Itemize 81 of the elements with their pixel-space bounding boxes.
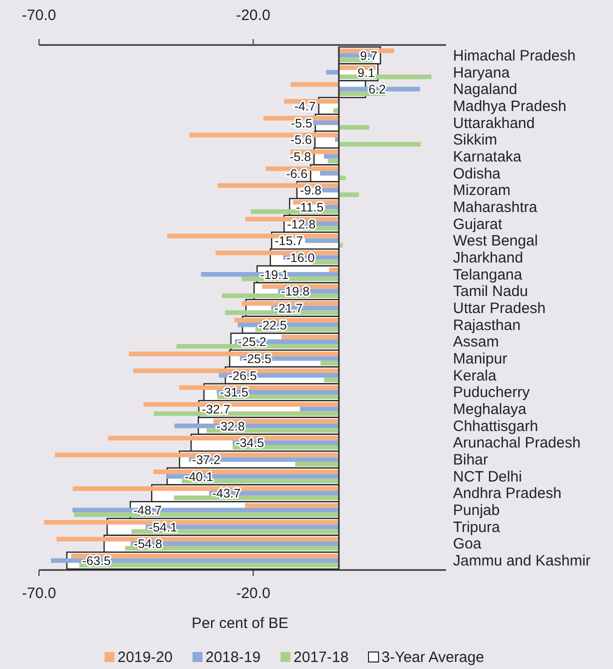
y-tick-label: Assam [453, 334, 499, 351]
legend-label: 3-Year Average [382, 649, 484, 666]
data-label: -5.6 [290, 133, 312, 148]
bar [324, 154, 339, 159]
data-label: 9.1 [357, 66, 375, 80]
bar [324, 378, 339, 382]
bar [325, 204, 339, 210]
y-tick-label: Sikkim [453, 132, 498, 149]
y-tick-label: Punjab [453, 502, 500, 520]
y-tick-label: Kerala [453, 367, 498, 384]
bar [313, 120, 339, 126]
bar [295, 462, 339, 466]
y-tick-label: Chhattisgarh [453, 418, 538, 435]
data-label: -54.1 [148, 520, 178, 534]
data-label: -40.1 [184, 470, 214, 484]
data-label: -54.8 [134, 537, 162, 552]
x-axis-title: Per cent of BE [192, 615, 288, 632]
data-label: -22.5 [258, 318, 287, 332]
bar [338, 192, 360, 198]
data-label: -19.1 [260, 268, 289, 282]
y-tick-label: Rajasthan [453, 316, 521, 334]
data-label: -63.5 [82, 554, 111, 568]
y-tick-label: Tamil Nadu [453, 283, 528, 300]
data-label: -48.7 [133, 504, 162, 518]
data-label: -32.8 [216, 419, 245, 434]
y-tick-label: Maharashtra [453, 198, 538, 216]
bar [281, 334, 339, 340]
y-tick-label: Manipur [453, 350, 508, 368]
y-tick-label: Gujarat [453, 216, 504, 233]
data-label: -11.5 [296, 200, 324, 214]
y-tick-label: Uttar Pradesh [453, 300, 546, 317]
bar [338, 142, 421, 147]
data-label: -5.8 [290, 150, 312, 164]
data-label: 9.7 [360, 48, 378, 63]
data-label: -6.6 [286, 166, 308, 181]
y-tick-label: Goa [453, 536, 482, 553]
data-label: -31.5 [220, 386, 248, 400]
data-label: -25.2 [238, 335, 266, 350]
y-tick-label: Odisha [453, 165, 502, 182]
y-tick-label: Jharkhand [453, 249, 524, 266]
bar [300, 406, 339, 412]
y-tick-label: Bihar [453, 452, 488, 469]
x2-tick-label: -20.0 [236, 7, 270, 24]
y-tick-label: NCT Delhi [453, 468, 522, 486]
y-tick-label: Arunachal Pradesh [453, 434, 581, 452]
data-label: -4.7 [294, 99, 316, 114]
y-tick-label: Karnataka [453, 148, 522, 166]
y-tick-label: Tripura [453, 518, 501, 536]
data-label: -32.7 [202, 402, 230, 417]
data-label: 6.2 [368, 82, 386, 97]
y-tick-label: Uttarakhand [453, 114, 535, 132]
data-label: -21.7 [274, 302, 303, 316]
bar [305, 238, 339, 243]
x2-tick-label: -70.0 [22, 7, 56, 24]
bar [338, 125, 370, 130]
y-tick-label: Jammu and Kashmir [453, 552, 591, 570]
bar [290, 82, 339, 87]
data-label: -43.7 [212, 486, 241, 501]
legend-label: 2017-18 [294, 649, 349, 666]
y-tick-label: Andhra Pradesh [453, 485, 562, 502]
y-tick-label: Mizoram [453, 182, 511, 200]
bar [245, 503, 339, 508]
bar [320, 360, 339, 366]
data-label: -15.7 [274, 234, 304, 248]
y-tick-label: Nagaland [453, 81, 518, 98]
data-label: -5.5 [290, 116, 312, 130]
y-tick-label: Himachal Pradesh [453, 47, 576, 64]
bar [320, 170, 339, 176]
y-tick-label: Puducherry [453, 384, 530, 402]
data-label: -9.8 [300, 184, 322, 198]
y-tick-label: Haryana [453, 64, 510, 82]
data-label: -19.8 [281, 284, 310, 299]
data-label: -12.8 [287, 217, 316, 232]
data-label: -34.5 [236, 436, 264, 450]
bar [326, 70, 339, 75]
y-tick-label: West Bengal [453, 232, 538, 250]
y-tick-label: Telangana [453, 266, 523, 284]
y-tick-label: Madhya Pradesh [453, 98, 566, 115]
y-tick-label: Meghalaya [453, 401, 528, 418]
legend-label: 2019-20 [118, 649, 173, 666]
legend-label: 2018-19 [206, 649, 261, 666]
